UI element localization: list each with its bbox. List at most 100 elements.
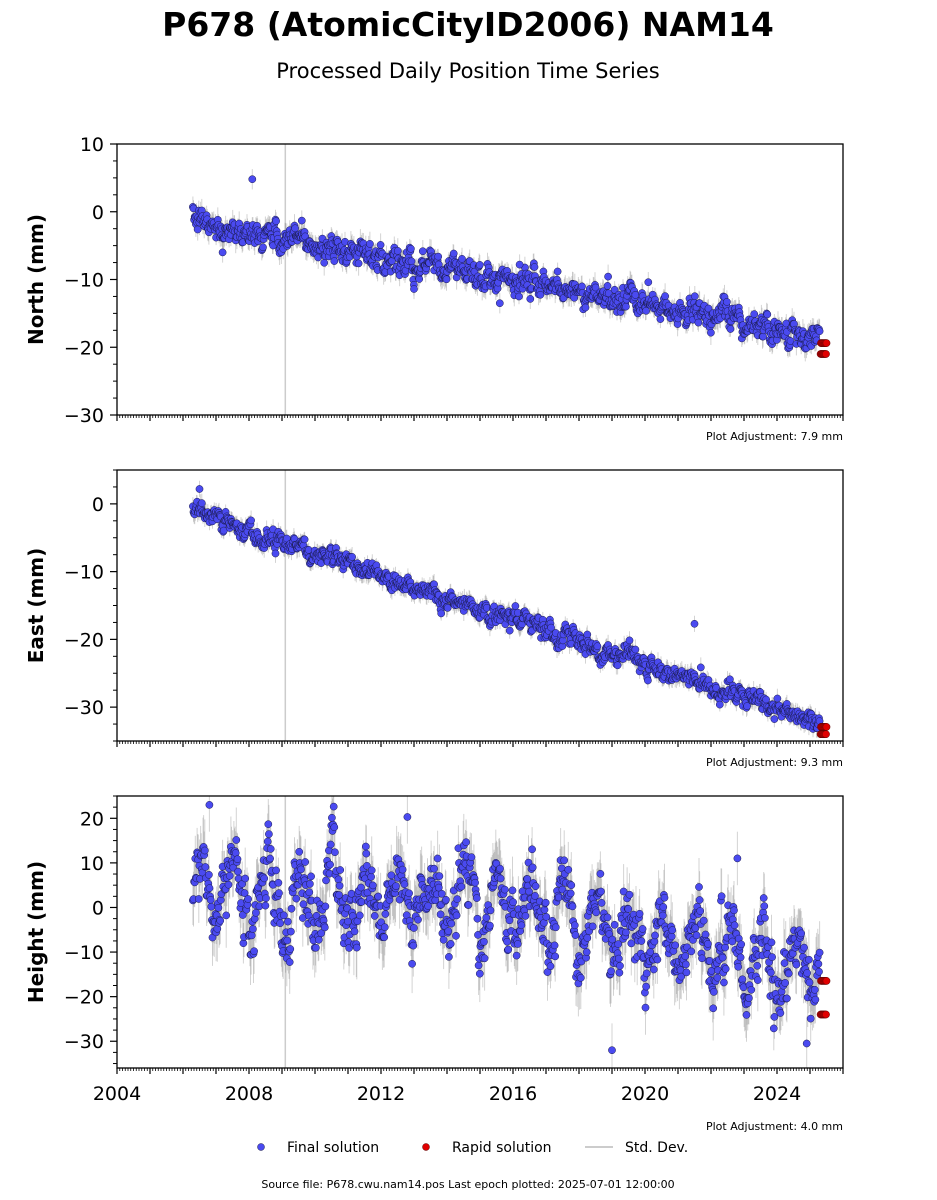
final-point — [553, 267, 562, 276]
final-point — [591, 283, 600, 292]
final-point — [330, 257, 339, 265]
final-point — [193, 225, 202, 234]
final-point — [578, 282, 586, 291]
final-point — [458, 255, 466, 263]
final-point — [656, 315, 665, 323]
final-point — [603, 282, 612, 290]
final-point — [197, 499, 206, 507]
final-point — [723, 298, 731, 306]
final-point — [715, 700, 724, 709]
y-tick-label: −30 — [64, 697, 104, 719]
final-point — [815, 327, 824, 336]
final-point — [642, 306, 650, 315]
final-point — [291, 224, 299, 233]
final-point — [762, 695, 770, 704]
final-point — [690, 619, 699, 628]
panels: 10 0 −10 −20 −30 North (mm) Plot Adjustment: 7… — [24, 134, 844, 1133]
y-tick-label: −30 — [64, 405, 104, 427]
final-point — [604, 289, 613, 298]
plot-area — [189, 144, 831, 415]
final-point — [376, 241, 385, 249]
final-point — [449, 249, 458, 258]
final-point — [661, 292, 669, 300]
final-point — [690, 292, 699, 301]
final-point — [407, 244, 415, 253]
final-point — [644, 676, 652, 685]
y-tick-label: 10 — [80, 134, 104, 156]
final-point — [297, 216, 306, 225]
y-tick-label: −20 — [64, 337, 104, 359]
final-point — [410, 285, 418, 293]
final-point — [530, 263, 539, 271]
final-point — [547, 623, 555, 632]
final-point — [763, 310, 772, 319]
rapid-point — [822, 339, 831, 347]
final-point — [366, 240, 374, 248]
final-point — [393, 247, 402, 255]
rapid-solution-points — [816, 339, 831, 358]
final-point — [495, 299, 504, 308]
final-point — [248, 175, 257, 184]
final-point — [581, 303, 590, 312]
plot-area — [189, 470, 831, 741]
final-point — [707, 328, 715, 337]
final-point — [442, 275, 451, 284]
final-point — [300, 535, 309, 544]
final-point — [443, 604, 452, 612]
final-point — [272, 217, 280, 225]
final-solution-points — [189, 175, 824, 353]
final-point — [770, 715, 779, 723]
final-point — [259, 243, 267, 252]
final-point — [631, 291, 640, 299]
final-point — [195, 485, 204, 493]
final-point — [631, 645, 640, 654]
final-point — [622, 302, 630, 311]
final-point — [348, 553, 356, 561]
final-point — [694, 318, 703, 327]
final-point — [437, 609, 446, 618]
final-point — [218, 248, 227, 257]
final-point — [515, 292, 523, 301]
y-tick-label: 0 — [92, 494, 104, 516]
final-point — [696, 663, 705, 672]
y-tick-label: 0 — [92, 202, 104, 224]
y-tick-label: −10 — [64, 562, 104, 584]
rapid-point — [822, 730, 830, 739]
final-point — [593, 642, 602, 651]
panel-1: 0 −10 −20 −30 East (mm) Plot Adjustment: 9.3 … — [24, 469, 844, 769]
final-point — [750, 310, 759, 318]
plot-adjustment-note: Plot Adjustment: 9.3 mm — [706, 756, 843, 769]
chart-title: P678 (AtomicCityID2006) NAM14 — [162, 5, 774, 44]
y-tick-label: −10 — [64, 270, 104, 292]
final-point — [271, 549, 280, 558]
rapid-point — [822, 723, 831, 731]
plot-area — [189, 796, 831, 1068]
final-point — [505, 626, 514, 635]
y-axis-label: North (mm) — [24, 214, 48, 345]
final-point — [320, 258, 329, 267]
std-dev-bars — [192, 796, 821, 1068]
final-point — [388, 257, 396, 265]
final-point — [418, 247, 427, 256]
final-point — [407, 257, 416, 266]
plot-adjustment-note: Plot Adjustment: 7.9 mm — [706, 430, 843, 443]
final-point — [613, 661, 622, 670]
final-point — [644, 278, 653, 287]
final-solution-points — [189, 485, 824, 733]
y-tick-label: −20 — [64, 629, 104, 651]
final-point — [475, 261, 484, 269]
chart-subtitle: Processed Daily Position Time Series — [276, 59, 660, 83]
final-point — [536, 290, 545, 299]
final-point — [515, 260, 524, 269]
final-point — [526, 295, 535, 303]
final-point — [625, 636, 634, 645]
panel-0: 10 0 −10 −20 −30 North (mm) Plot Adjustment: 7… — [24, 134, 844, 443]
final-point — [726, 325, 735, 333]
final-point — [354, 259, 363, 268]
final-point — [247, 516, 255, 525]
final-point — [511, 602, 520, 610]
std-dev-bars — [192, 169, 821, 362]
y-axis-label: East (mm) — [24, 548, 48, 664]
